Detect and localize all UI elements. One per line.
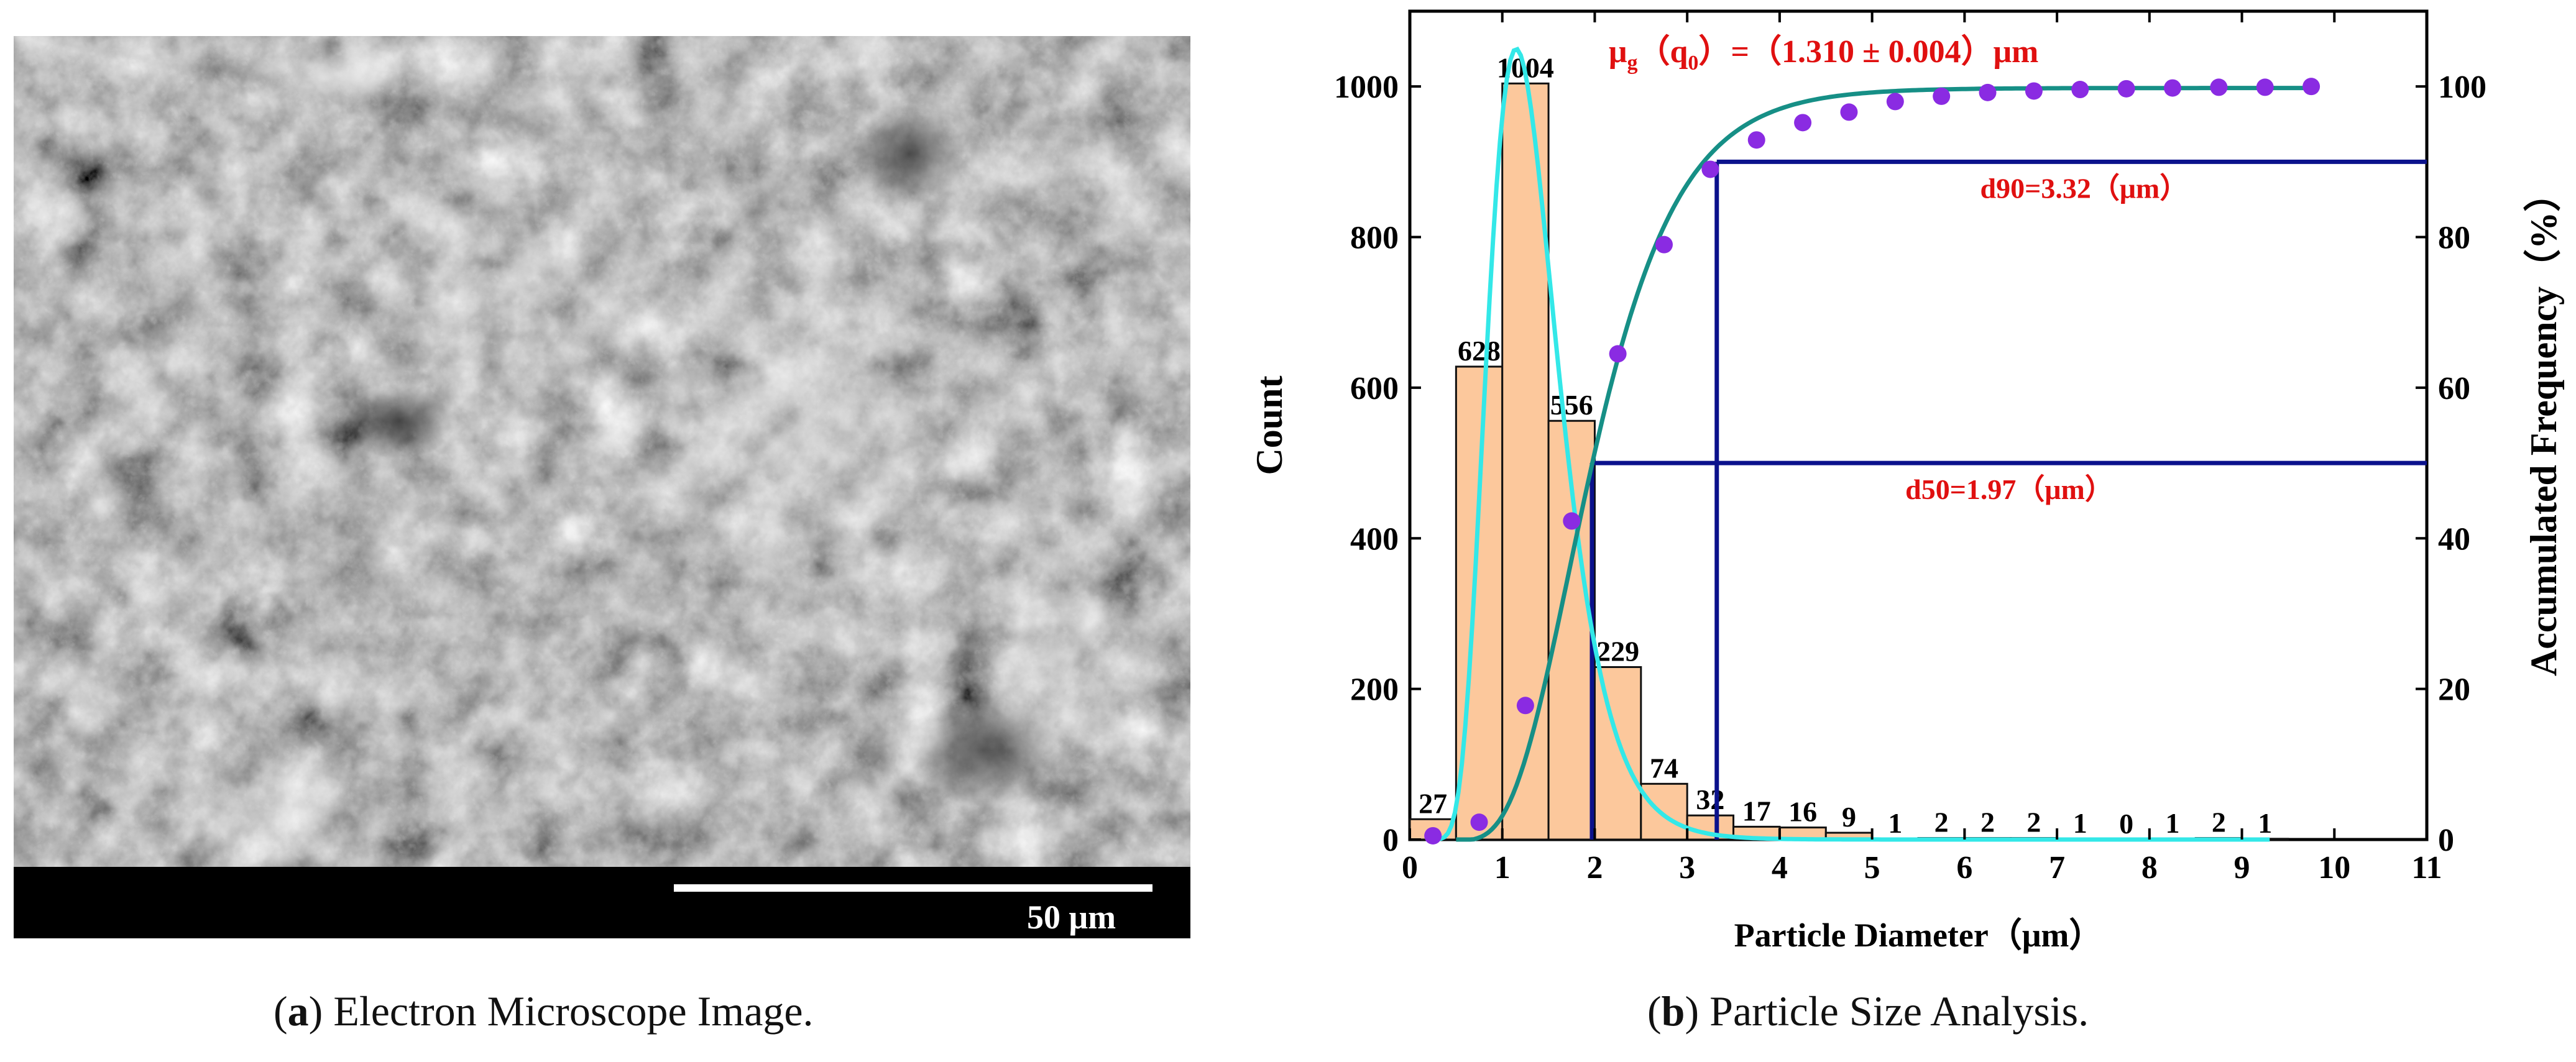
cumulative-point xyxy=(2302,78,2321,96)
caption-a-text: Electron Microscope Image. xyxy=(323,987,814,1035)
x-tick-label: 2 xyxy=(1586,850,1603,886)
cumulative-point xyxy=(1794,114,1812,132)
cumulative-point xyxy=(2025,82,2043,100)
cumulative-point xyxy=(2256,78,2274,96)
caption-b: (b) Particle Size Analysis. xyxy=(1647,987,2089,1035)
x-tick-label: 10 xyxy=(2318,850,2350,886)
mean-annotation-part2: （q xyxy=(1637,34,1688,70)
histogram-bar xyxy=(1640,782,1688,841)
cumulative-point xyxy=(1933,87,1951,105)
bar-value-label: 1 xyxy=(2258,807,2272,839)
scale-bar-strip: 50 μm xyxy=(14,867,1190,938)
cumulative-point xyxy=(1701,160,1719,178)
bar-value-label: 2 xyxy=(1934,807,1949,838)
cumulative-point xyxy=(2210,78,2228,96)
mean-annotation-sub-g: g xyxy=(1627,52,1637,75)
x-tick-label: 7 xyxy=(2049,850,2065,886)
y-tick-label: 0 xyxy=(1382,823,1399,858)
cumulative-point xyxy=(2117,80,2135,98)
bar-value-label: 2 xyxy=(2026,807,2041,838)
x-tick-label: 8 xyxy=(2141,850,2158,886)
electron-microscope-image xyxy=(14,36,1190,867)
bar-value-label: 229 xyxy=(1596,635,1639,667)
y-tick-label: 800 xyxy=(1350,221,1399,256)
y-tick-label: 200 xyxy=(1350,672,1399,708)
bar-value-label: 0 xyxy=(2119,808,2133,840)
y2-axis-label: Accumulated Frequency（%） xyxy=(2523,175,2564,676)
y2-tick-label: 20 xyxy=(2438,672,2470,708)
bar-value-label: 74 xyxy=(1650,752,1678,784)
cumulative-point xyxy=(1655,236,1673,254)
cumulative-point xyxy=(1470,813,1488,831)
bar-value-label: 17 xyxy=(1742,795,1771,826)
y-axis-label: Count xyxy=(1249,375,1290,475)
x-tick-label: 5 xyxy=(1864,850,1880,886)
cumulative-point xyxy=(1886,93,1904,111)
panel-a-micrograph: 50 μm xyxy=(14,36,1190,938)
bar-value-label: 9 xyxy=(1842,801,1856,833)
mean-annotation-part3: ）=（1.310 ± 0.004）μm xyxy=(1698,34,2038,70)
caption-a-letter: a xyxy=(287,987,309,1035)
x-axis-label: Particle Diameter（μm） xyxy=(1734,917,2103,954)
mean-annotation: μg（q0）=（1.310 ± 0.004）μm xyxy=(1609,34,2038,75)
y-tick-label: 1000 xyxy=(1334,70,1399,105)
reference-lines-group xyxy=(1589,159,2427,840)
caption-b-letter: b xyxy=(1661,987,1685,1035)
bar-value-label: 2 xyxy=(2212,807,2226,838)
scale-bar xyxy=(674,884,1152,892)
caption-b-text: Particle Size Analysis. xyxy=(1699,987,2089,1035)
cumulative-point xyxy=(1979,83,1997,101)
histogram-bar xyxy=(1593,666,1642,841)
bar-value-label: 1 xyxy=(2166,807,2180,839)
bar-value-label: 1 xyxy=(2073,807,2087,839)
y2-tick-label: 100 xyxy=(2438,70,2486,105)
x-tick-label: 9 xyxy=(2234,850,2250,886)
y2-tick-label: 40 xyxy=(2438,521,2470,557)
bar-value-label: 27 xyxy=(1419,787,1447,819)
cumulative-point xyxy=(1563,512,1581,530)
x-tick-label: 6 xyxy=(1956,850,1972,886)
bar-value-label: 556 xyxy=(1550,389,1593,421)
caption-a: (a) Electron Microscope Image. xyxy=(274,987,814,1035)
cumulative-point xyxy=(1424,826,1442,845)
scale-bar-label: 50 μm xyxy=(1027,899,1116,936)
axes-group: 0 1 2 3 4 5 6 7 8 9 10 1102004006008001000020406080… xyxy=(1334,11,2486,886)
cumulative-point xyxy=(2071,81,2089,99)
x-tick-label: 1 xyxy=(1494,850,1511,886)
cumulative-point xyxy=(2164,79,2181,97)
mean-annotation-symbol: μ xyxy=(1609,34,1627,70)
mean-annotation-sub-0: 0 xyxy=(1688,52,1698,75)
cumulative-points-group xyxy=(1424,78,2321,845)
cumulative-point xyxy=(1747,131,1765,149)
bar-value-label: 628 xyxy=(1458,335,1501,367)
x-tick-label: 0 xyxy=(1402,850,1418,886)
d90-label: d90=3.32（μm） xyxy=(1980,172,2189,204)
bar-value-label: 2 xyxy=(1980,807,1995,838)
y2-tick-label: 0 xyxy=(2438,823,2454,858)
y2-tick-label: 60 xyxy=(2438,371,2470,406)
d50-label: d50=1.97（μm） xyxy=(1905,474,2114,505)
y2-tick-label: 80 xyxy=(2438,221,2470,256)
x-tick-label: 4 xyxy=(1772,850,1788,886)
y-tick-label: 400 xyxy=(1350,521,1399,557)
bar-value-label: 16 xyxy=(1788,796,1817,828)
cumulative-point xyxy=(1516,697,1534,715)
y-tick-label: 600 xyxy=(1350,371,1399,406)
bar-value-label: 1 xyxy=(1888,807,1902,839)
cumulative-point xyxy=(1609,345,1627,363)
bar-value-label: 32 xyxy=(1696,784,1724,815)
cumulative-point xyxy=(1840,103,1858,121)
x-tick-label: 11 xyxy=(2411,850,2442,886)
x-tick-label: 3 xyxy=(1679,850,1695,886)
